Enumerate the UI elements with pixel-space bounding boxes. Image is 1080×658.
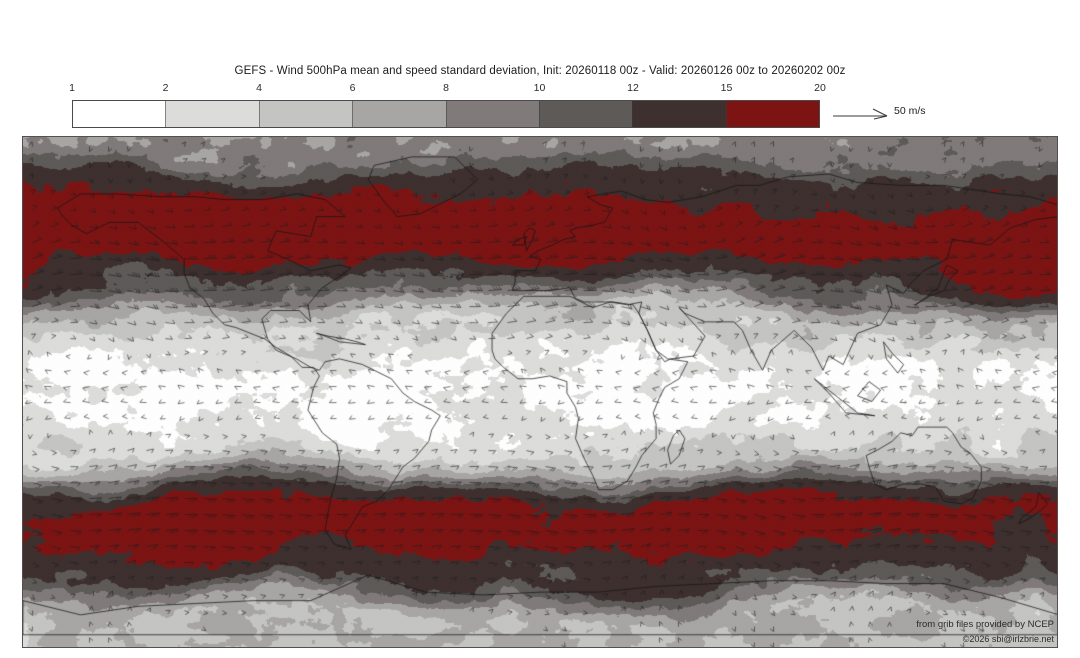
colorbar-tick-2: 2 [162,82,169,94]
map-canvas [23,137,1057,647]
colorbar-segment-5 [445,101,539,127]
colorbar-segment-7 [632,101,726,127]
colorbar-tick-6: 6 [349,82,356,94]
colorbar-segment-2 [165,101,259,127]
colorbar-tick-20: 20 [814,82,826,94]
colorbar-tick-1: 1 [69,82,75,94]
wind-barb-legend: 50 m/s [832,103,962,125]
colorbar-gradient [72,100,820,128]
page-title: GEFS - Wind 500hPa mean and speed standa… [234,65,846,77]
colorbar-tick-10: 10 [533,82,546,94]
colorbar-segment-1 [73,101,166,127]
colorbar-tick-4: 4 [256,82,262,94]
colorbar-segment-8 [725,101,819,127]
colorbar-tick-12: 12 [627,82,639,94]
colorbar: 1 2 4 6 8 10 12 15 20 [69,82,826,128]
wind-barb-icon [833,108,888,120]
wind-barb-legend-label: 50 m/s [894,105,926,117]
colorbar-tick-15: 15 [720,82,733,94]
colorbar-segment-6 [538,101,633,127]
colorbar-segment-3 [258,101,353,127]
colorbar-tick-labels: 1 2 4 6 8 10 12 15 20 [69,82,826,98]
colorbar-tick-8: 8 [443,82,449,94]
colorbar-segment-4 [352,101,446,127]
world-map-plot[interactable] [22,136,1058,648]
